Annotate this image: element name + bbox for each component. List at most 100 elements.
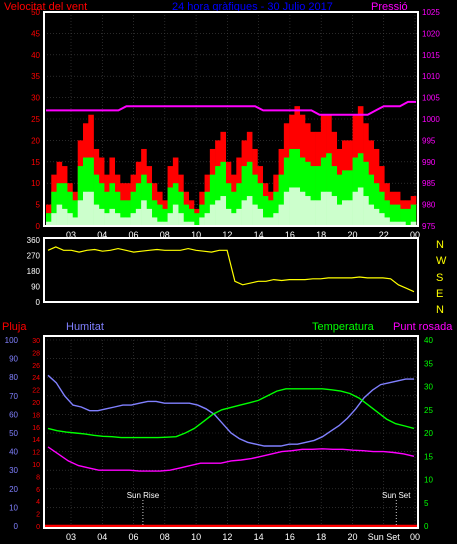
wind-avg-bar <box>246 161 253 226</box>
wind-min-bar <box>183 221 190 226</box>
humidity-y-axis: 0 10 20 30 40 50 60 70 80 90 100 <box>5 336 19 531</box>
wind-avg-bar <box>257 183 264 226</box>
wind-avg-bar <box>104 191 110 226</box>
wind-y-tick: 50 <box>31 8 40 17</box>
wind-x-tick: 06 <box>129 230 139 240</box>
wind-min-bar <box>125 217 131 226</box>
humidity-y-tick: 70 <box>9 392 18 401</box>
pressure-y-tick: 990 <box>422 158 436 167</box>
direction-y-tick: 90 <box>31 283 40 292</box>
wind-min-bar <box>98 208 105 226</box>
wind-y-tick: 45 <box>31 29 40 38</box>
wind-min-bar <box>336 204 343 226</box>
wind-x-tick: 00 <box>410 230 420 240</box>
rain-y-tick: 16 <box>32 425 40 432</box>
wind-avg-bar <box>215 166 221 226</box>
climate-panel: Pluja Humitat Temperatura Punt rosada Su… <box>2 321 453 542</box>
wind-min-bar <box>188 221 195 226</box>
wind-avg-bar <box>183 204 190 226</box>
wind-series <box>46 106 417 226</box>
wind-min-bar <box>347 200 353 226</box>
wind-min-bar <box>83 191 89 226</box>
rain-y-tick: 30 <box>32 338 40 345</box>
temperature-y-tick: 0 <box>424 522 429 531</box>
wind-avg-bar <box>199 204 205 226</box>
wind-avg-bar <box>157 204 163 226</box>
wind-x-tick: 03 <box>66 230 76 240</box>
wind-x-axis: 03 04 06 08 10 12 14 16 18 20 22 00 <box>66 230 420 240</box>
sun-set-label: Sun Set <box>382 491 411 500</box>
temperature-y-tick: 25 <box>424 406 433 415</box>
wind-min-bar <box>167 213 174 226</box>
wind-min-bar <box>283 191 290 226</box>
direction-label: N <box>436 239 444 251</box>
wind-avg-bar <box>109 183 116 226</box>
climate-x-tick: 20 <box>347 532 357 542</box>
wind-avg-bar <box>61 183 68 226</box>
wind-avg-bar <box>379 191 385 226</box>
direction-y-tick: 0 <box>36 298 41 307</box>
wind-avg-bar <box>225 183 232 226</box>
wind-speed-title: Velocitat del vent <box>4 1 87 13</box>
wind-avg-bar <box>236 183 242 226</box>
rain-y-tick: 0 <box>36 524 40 531</box>
pressure-line <box>46 100 416 116</box>
wind-min-bar <box>268 217 274 226</box>
temperature-y-tick: 5 <box>424 499 429 508</box>
wind-avg-bar <box>98 183 105 226</box>
pressure-y-tick: 1020 <box>422 29 440 38</box>
wind-avg-bar <box>336 174 343 226</box>
dew-point-line <box>47 446 415 472</box>
wind-avg-bar <box>125 200 131 226</box>
sun-rise-label: Sun Rise <box>127 491 160 500</box>
wind-y-tick: 0 <box>36 222 41 231</box>
climate-x-tick: Sun Set <box>368 532 401 542</box>
humidity-y-tick: 60 <box>9 410 18 419</box>
wind-min-bar <box>130 213 137 226</box>
pressure-y-axis: 975 980 985 990 995 1000 1005 1010 1015 1020 1025 <box>422 8 440 231</box>
wind-x-tick: 22 <box>379 230 389 240</box>
wind-avg-bar <box>209 174 216 226</box>
wind-min-bar <box>67 213 73 226</box>
wind-min-bar <box>394 221 401 226</box>
rain-y-tick: 24 <box>32 375 40 382</box>
wind-avg-bar <box>135 183 142 226</box>
wind-min-bar <box>400 221 406 226</box>
wind-min-bar <box>310 200 316 226</box>
wind-avg-bar <box>394 204 401 226</box>
wind-min-bar <box>204 213 211 226</box>
temperature-y-tick: 15 <box>424 452 433 461</box>
direction-label: E <box>436 288 443 300</box>
wind-min-bar <box>273 213 279 226</box>
rain-y-tick: 28 <box>32 350 40 357</box>
rain-y-tick: 22 <box>32 388 40 395</box>
wind-avg-bar <box>373 183 380 226</box>
climate-x-axis: 03 04 06 08 10 12 14 16 18 20 Sun Set 00 <box>66 532 420 542</box>
humidity-y-tick: 80 <box>9 373 18 382</box>
rain-y-tick: 26 <box>32 363 40 370</box>
wind-avg-bar <box>178 191 184 226</box>
wind-min-bar <box>51 213 57 226</box>
wind-y-tick: 25 <box>31 115 40 124</box>
wind-x-tick: 16 <box>285 230 295 240</box>
wind-avg-bar <box>77 166 84 226</box>
wind-x-tick: 18 <box>316 230 326 240</box>
pressure-y-tick: 1025 <box>422 8 440 17</box>
pressure-y-tick: 1000 <box>422 115 440 124</box>
wind-avg-bar <box>231 191 237 226</box>
wind-min-bar <box>172 204 179 226</box>
direction-label: S <box>436 272 443 284</box>
wind-pressure-panel: Velocitat del vent 24 hora gràfiques - 3… <box>4 1 440 240</box>
wind-avg-bar <box>305 161 311 226</box>
climate-x-tick: 03 <box>66 532 76 542</box>
wind-avg-bar <box>310 166 316 226</box>
rain-y-tick: 10 <box>32 462 40 469</box>
climate-x-tick: 16 <box>285 532 295 542</box>
wind-avg-bar <box>410 204 417 226</box>
temperature-y-axis: 0 5 10 15 20 25 30 35 40 <box>424 336 433 531</box>
wind-min-bar <box>120 217 126 226</box>
wind-avg-bar <box>194 213 200 226</box>
wind-min-bar <box>151 217 158 226</box>
wind-min-bar <box>373 208 380 226</box>
